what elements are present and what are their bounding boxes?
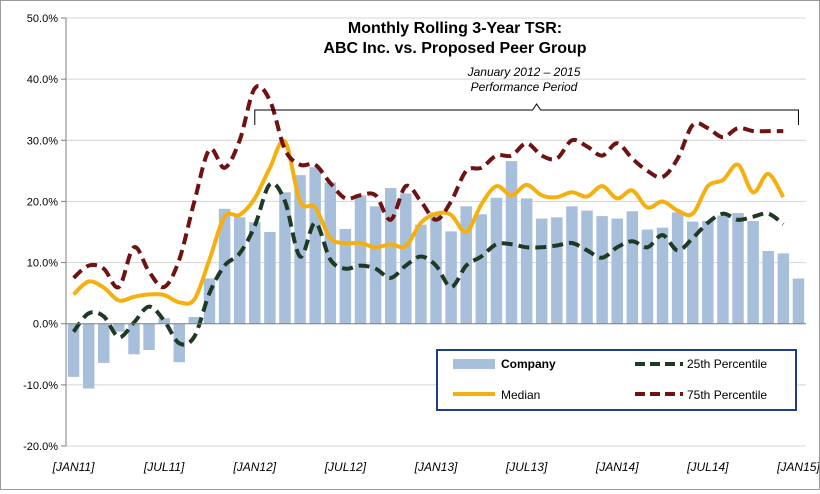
- legend-company-swatch: [453, 359, 495, 369]
- company-bar: [384, 187, 397, 324]
- x-tick-label: [JAN14]: [595, 460, 639, 474]
- company-bar: [324, 182, 337, 324]
- company-bar: [641, 229, 654, 324]
- y-tick-label: -10.0%: [23, 380, 58, 392]
- company-bar: [520, 198, 533, 324]
- chart-title-line2: ABC Inc. vs. Proposed Peer Group: [323, 40, 586, 57]
- legend: Company 25th Percentile Median 75th Perc…: [436, 349, 797, 411]
- company-bar: [535, 218, 548, 324]
- axes: -20.0% -10.0% 0.0% 10.0% 20.0% 30.0% 40.0% 50.0…: [23, 13, 820, 474]
- company-bar: [279, 192, 291, 324]
- x-tick-label: [JAN13]: [414, 460, 458, 474]
- company-bar: [158, 318, 170, 324]
- bracket-path: [254, 103, 799, 125]
- company-bar: [113, 323, 125, 332]
- company-bar: [717, 215, 729, 324]
- company-bar: [415, 224, 427, 324]
- company-bar: [475, 214, 488, 324]
- company-bar: [551, 217, 563, 324]
- company-bar: [777, 253, 790, 324]
- y-tick-label: 20.0%: [27, 196, 58, 208]
- y-tick-label: 10.0%: [27, 258, 58, 270]
- company-bar: [566, 206, 578, 324]
- company-bar: [747, 220, 759, 324]
- company-bar: [67, 323, 80, 377]
- x-tick-label: [JAN15]: [776, 460, 819, 474]
- company-bar: [98, 323, 110, 363]
- median-line: [72, 138, 786, 306]
- annotation-line2: Performance Period: [471, 80, 578, 94]
- y-tick-label: 40.0%: [27, 74, 58, 86]
- company-bar: [490, 197, 503, 324]
- x-tick-label: [JAN11]: [52, 460, 95, 474]
- legend-median-label: Median: [501, 388, 540, 402]
- company-bar: [203, 278, 216, 324]
- y-tick-label: 30.0%: [27, 135, 58, 147]
- y-tick-label: 0.0%: [33, 319, 58, 331]
- company-bar: [128, 323, 140, 355]
- company-bar: [762, 250, 774, 324]
- company-bar: [792, 278, 805, 324]
- company-bar: [671, 212, 684, 324]
- company-bar: [249, 222, 261, 324]
- company-bar: [581, 210, 593, 324]
- company-bar: [369, 206, 382, 324]
- company-bar: [188, 316, 201, 324]
- x-tick-label: [JUL13]: [505, 460, 548, 474]
- legend-company-label: Company: [501, 357, 556, 371]
- company-bar: [596, 216, 608, 324]
- x-tick-label: [JUL11]: [143, 460, 185, 474]
- company-bar: [354, 195, 367, 324]
- annotation-line1: January 2012 – 2015: [467, 65, 581, 79]
- company-bar: [264, 232, 276, 324]
- company-bar: [294, 175, 306, 324]
- legend-box: [436, 349, 797, 411]
- percentile-25-line: [71, 181, 785, 347]
- x-tick-label: [JUL12]: [324, 460, 367, 474]
- company-bar: [218, 208, 231, 324]
- x-tick-label: [JUL14]: [686, 460, 729, 474]
- x-tick-label: [JAN12]: [232, 460, 276, 474]
- y-tick-label: -20.0%: [23, 441, 58, 453]
- percentile-lines: [71, 84, 786, 347]
- company-bar: [656, 227, 669, 324]
- company-bar: [143, 323, 155, 351]
- company-bar: [702, 220, 714, 324]
- company-bar: [339, 228, 352, 324]
- chart-title-line1: Monthly Rolling 3-Year TSR:: [348, 20, 562, 37]
- performance-period-bracket: [254, 103, 799, 125]
- company-bar: [233, 217, 246, 324]
- company-bars: [67, 161, 805, 389]
- company-bar: [309, 167, 321, 324]
- company-bar: [686, 221, 699, 324]
- legend-25th-label: 25th Percentile: [687, 357, 767, 371]
- legend-75th-label: 75th Percentile: [687, 388, 767, 402]
- percentile-75-line: [72, 84, 784, 290]
- company-bar: [400, 193, 412, 324]
- company-bar: [445, 231, 457, 324]
- company-bar: [732, 213, 744, 324]
- y-tick-label: 50.0%: [27, 13, 58, 25]
- company-bar: [611, 218, 623, 324]
- company-bar: [626, 211, 639, 324]
- company-bar: [82, 323, 95, 389]
